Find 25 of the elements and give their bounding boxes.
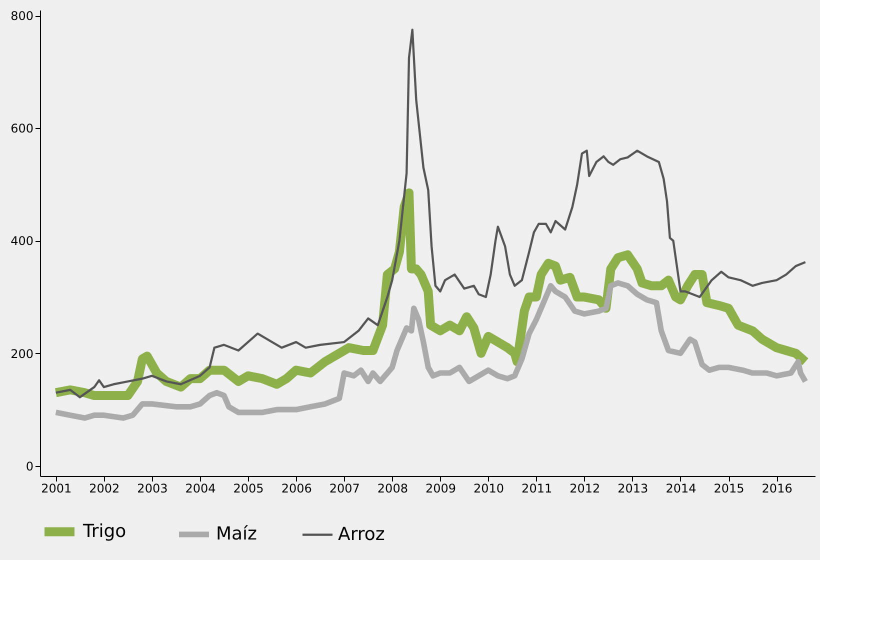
x-tick-label: 2005 bbox=[233, 482, 264, 496]
y-tick-label: 600 bbox=[10, 122, 34, 136]
legend-label: Arroz bbox=[338, 524, 385, 545]
x-tick-label: 2016 bbox=[762, 482, 792, 496]
x-tick-label: 2009 bbox=[425, 482, 456, 496]
x-tick-label: 2011 bbox=[522, 482, 552, 496]
legend-label: Maíz bbox=[216, 523, 258, 544]
y-tick-label: 200 bbox=[10, 346, 34, 361]
x-tick-label: 2003 bbox=[137, 482, 168, 496]
legend-label: Trigo bbox=[82, 520, 126, 542]
y-tick-label: 0 bbox=[26, 459, 34, 474]
line-series bbox=[54, 28, 806, 398]
x-tick-label: 2001 bbox=[41, 482, 72, 496]
x-tick-label: 2014 bbox=[666, 482, 696, 496]
x-tick-label: 2010 bbox=[474, 482, 504, 496]
x-tick-label: 2015 bbox=[714, 482, 744, 496]
y-tick-label: 400 bbox=[10, 234, 34, 248]
x-tick-label: 2008 bbox=[377, 482, 408, 496]
x-tick-label: 2013 bbox=[618, 482, 648, 496]
x-tick-label: 2006 bbox=[281, 482, 312, 496]
x-tick-label: 2004 bbox=[185, 482, 216, 496]
x-tick-label: 2007 bbox=[329, 482, 360, 496]
x-tick-label: 2012 bbox=[570, 482, 600, 496]
y-tick-label: 800 bbox=[10, 9, 34, 24]
x-tick-label: 2002 bbox=[89, 482, 120, 496]
